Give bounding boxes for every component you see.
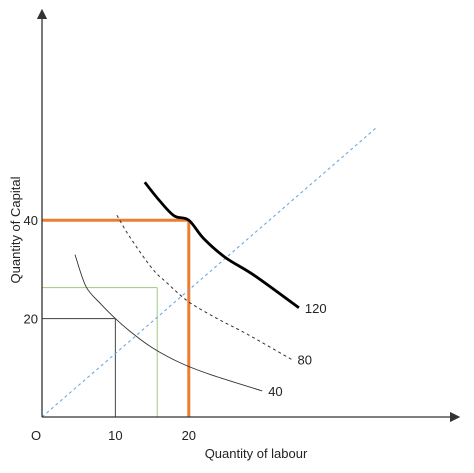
tick-labels: 10 20 20 40 [24, 213, 197, 443]
y-tick-label: 20 [24, 312, 38, 327]
x-tick-label: 20 [182, 428, 196, 443]
isoquant-120 [143, 181, 300, 309]
y-axis-title: Quantity of Capital [8, 176, 23, 283]
isoquant-label-120: 120 [305, 301, 327, 316]
y-tick-label: 40 [24, 213, 38, 228]
isoquant-40 [74, 254, 263, 392]
origin-label: O [31, 428, 41, 443]
isoquant-label-40: 40 [268, 384, 282, 399]
isoquant-80 [116, 215, 292, 360]
isoquant-label-80: 80 [298, 352, 312, 367]
x-tick-label: 10 [108, 428, 122, 443]
expansion-path [41, 126, 378, 418]
x-axis-title: Quantity of labour [205, 446, 308, 461]
guide-lines [42, 218, 191, 417]
expansion-path-line [41, 126, 378, 418]
isoquant-curves [74, 181, 300, 392]
isoquant-labels: 40 80 120 [268, 301, 326, 399]
